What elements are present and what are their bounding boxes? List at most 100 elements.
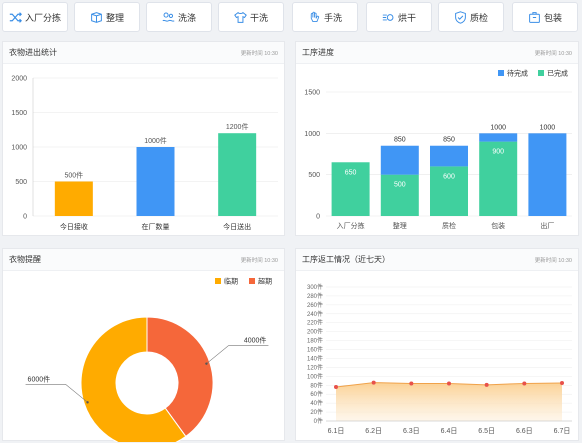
bar-todo	[380, 145, 419, 175]
shield-check-icon	[455, 10, 466, 24]
legend-label: 临期	[224, 277, 238, 286]
bar-done	[430, 166, 468, 216]
y-tick-label: 40件	[310, 399, 323, 407]
total-label: 1000	[490, 124, 506, 131]
total-label: 850	[394, 137, 406, 144]
hand-icon	[310, 11, 320, 22]
x-tick-label: 6.1日	[328, 427, 345, 435]
y-tick-label: 1000	[304, 131, 320, 138]
bar-done	[479, 141, 518, 216]
data-point	[560, 381, 564, 386]
dry-clean-button[interactable]: 干洗	[218, 2, 284, 32]
x-tick-label: 今日接收	[60, 222, 88, 231]
inout-panel: 衣物进出统计 更新时间 10:30 0 500 1000 1500 2000 500件 今日…	[2, 41, 285, 236]
reminder-panel: 衣物提醒 更新时间 10:30 临期 超期 4000件 6000件	[2, 248, 285, 442]
dry-button-label: 烘干	[397, 12, 416, 23]
dry-button[interactable]: 烘干	[366, 2, 432, 32]
organize-button-label: 整理	[105, 12, 124, 23]
y-tick-label: 160件	[307, 346, 323, 354]
hand-wash-button[interactable]: 手洗	[292, 2, 358, 32]
legend-swatch	[249, 278, 255, 284]
leader-dot	[86, 401, 89, 404]
leader-dot	[205, 362, 208, 365]
x-tick-label: 6.5日	[478, 427, 495, 435]
x-tick-label: 6.3日	[403, 427, 420, 435]
package-icon	[529, 11, 540, 23]
data-point	[334, 385, 338, 390]
y-tick-label: 140件	[307, 354, 323, 362]
y-tick-label: 0	[316, 214, 320, 221]
y-tick-label: 100件	[307, 372, 323, 380]
donut-slice	[80, 316, 187, 442]
x-tick-label: 包装	[491, 221, 505, 230]
y-tick-label: 260件	[307, 301, 323, 309]
bar	[54, 181, 93, 216]
x-tick-label: 在厂数量	[142, 222, 170, 231]
legend-swatch	[498, 70, 504, 76]
x-tick-label: 6.7日	[554, 427, 571, 435]
organize-button[interactable]: 整理	[74, 2, 140, 32]
leader-line	[25, 384, 88, 403]
x-tick-label: 6.6日	[516, 427, 533, 435]
rework-panel-title: 工序返工情况（近七天）	[302, 255, 390, 264]
reminder-panel-header: 衣物提醒 更新时间 10:30	[3, 249, 284, 271]
legend-label: 已完成	[547, 69, 568, 78]
legend-swatch	[538, 70, 544, 76]
inout-panel-title: 衣物进出统计	[9, 48, 57, 57]
reminder-chart: 临期 超期 4000件 6000件	[25, 277, 272, 442]
y-tick-label: 1000	[11, 145, 27, 152]
x-tick-label: 出厂	[540, 221, 554, 230]
wash-button[interactable]: 洗涤	[146, 2, 212, 32]
package-button[interactable]: 包装	[512, 2, 578, 32]
inspect-button[interactable]: 质检	[438, 2, 504, 32]
data-label: 1200件	[226, 122, 249, 131]
dry-clean-button-label: 干洗	[249, 12, 268, 23]
progress-panel-title: 工序进度	[302, 48, 334, 57]
y-tick-label: 60件	[310, 390, 323, 398]
inspect-button-label: 质检	[469, 12, 488, 23]
data-label: 500件	[64, 171, 83, 180]
y-tick-label: 0件	[314, 417, 323, 425]
legend-label: 待完成	[507, 69, 528, 78]
x-tick-label: 6.2日	[365, 427, 382, 435]
rework-panel-time: 更新时间 10:30	[534, 257, 572, 264]
inout-panel-time: 更新时间 10:30	[240, 50, 278, 57]
data-label: 1000件	[144, 136, 167, 145]
inner-label: 900	[492, 149, 504, 156]
bar	[218, 133, 257, 216]
x-tick-label: 入厂分拣	[337, 221, 365, 230]
area-fill	[336, 382, 562, 421]
y-tick-label: 120件	[307, 363, 323, 371]
data-point	[409, 381, 414, 386]
x-tick-label: 今日送出	[223, 222, 251, 231]
donut-slice	[146, 316, 214, 438]
reminder-panel-title: 衣物提醒	[9, 255, 41, 264]
leader-line	[206, 345, 269, 364]
y-tick-label: 180件	[307, 337, 323, 345]
rework-panel: 工序返工情况（近七天） 更新时间 10:30 0件 20件 40件 60件 80件 100…	[295, 248, 579, 441]
total-label: 1000	[540, 124, 556, 131]
y-tick-label: 2000	[11, 76, 27, 83]
y-tick-label: 20件	[310, 408, 323, 416]
data-point	[371, 380, 376, 385]
x-tick-label: 质检	[442, 221, 456, 230]
bar-todo	[528, 133, 567, 216]
total-label: 850	[443, 137, 455, 144]
inner-label: 600	[443, 173, 455, 180]
progress-chart: 待完成 已完成 0 500 1000 1500 650 入厂分拣 500 850 整理 600 850 质…	[304, 69, 572, 230]
rework-chart: 0件20件40件60件80件100件120件140件160件180件200件22…	[307, 283, 572, 435]
data-point	[447, 381, 451, 386]
bar-done	[380, 174, 419, 216]
rework-panel-header: 工序返工情况（近七天） 更新时间 10:30	[296, 249, 578, 271]
bar	[136, 147, 175, 216]
sort-button[interactable]: 入厂分拣	[2, 2, 68, 32]
y-tick-label: 1500	[304, 90, 320, 97]
slice-label: 4000件	[244, 336, 267, 345]
x-tick-label: 整理	[393, 221, 407, 230]
wash-button-label: 洗涤	[177, 12, 196, 23]
progress-panel-time: 更新时间 10:30	[534, 50, 572, 57]
y-tick-label: 300件	[307, 283, 323, 291]
progress-panel-header: 工序进度 更新时间 10:30	[296, 42, 578, 64]
y-tick-label: 0	[23, 214, 27, 221]
